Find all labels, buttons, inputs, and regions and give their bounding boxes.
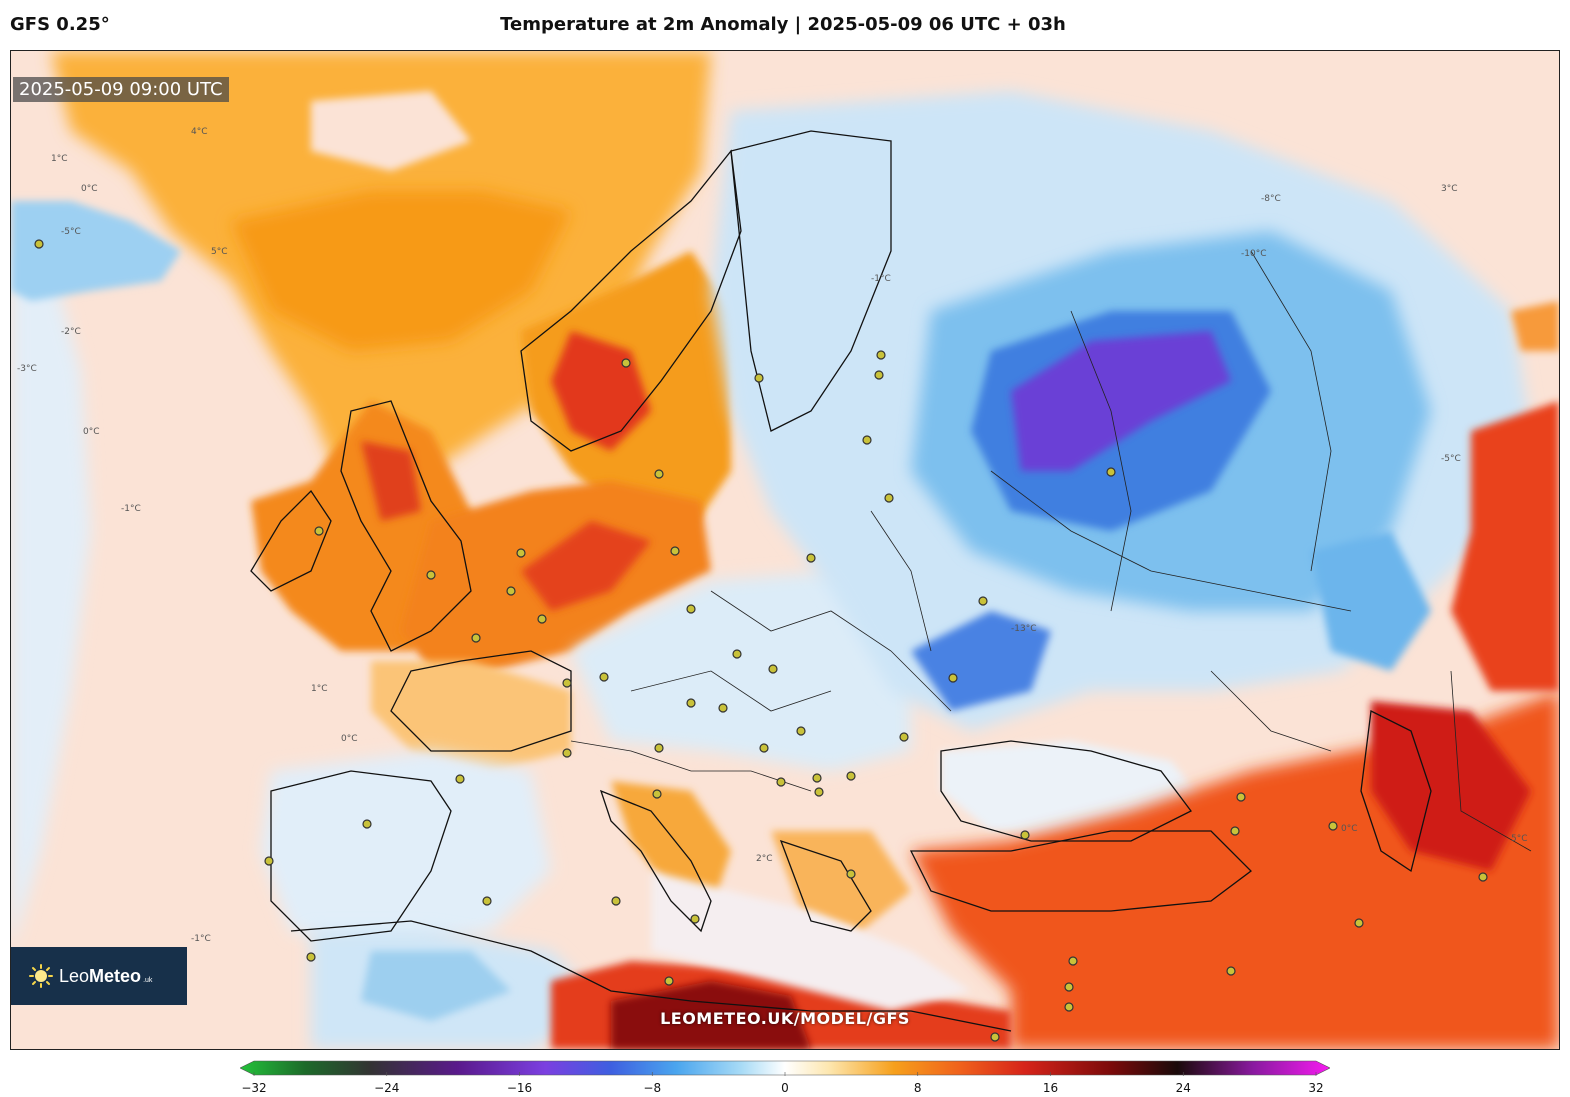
logo-wordmark: LeoMeteo [59, 966, 141, 987]
mediterranean-sea-area [651, 871, 971, 1011]
north-africa-coast [290, 920, 1012, 1032]
colorbar-tick-label: −32 [241, 1081, 267, 1095]
contour-label: -2°C [61, 327, 81, 337]
contour-label: 4°C [191, 127, 208, 137]
logo-prefix: Leo [59, 965, 90, 986]
iceland-cool-area [11, 201, 181, 301]
contour-label: -8°C [1261, 194, 1281, 204]
contour-label: 3°C [1441, 184, 1458, 194]
north-atlantic-warm-core [231, 191, 571, 351]
city-markers [34, 239, 1488, 1042]
leometeo-logo[interactable]: LeoMeteo .uk [11, 947, 187, 1005]
contour-label: -1°C [191, 934, 211, 944]
coastlines [250, 130, 1432, 1032]
contour-label: 0°C [81, 184, 98, 194]
contour-label: -3°C [17, 364, 37, 374]
great-britain-coast [340, 400, 472, 652]
contour-label: 0°C [1341, 824, 1358, 834]
sun-icon [29, 964, 53, 988]
contour-label: 5°C [1511, 834, 1528, 844]
colorbar-tick-label: 0 [781, 1081, 789, 1095]
contour-label: 0°C [83, 427, 100, 437]
contour-label: -5°C [61, 227, 81, 237]
colorbar-tick-label: 32 [1308, 1081, 1324, 1095]
valid-time-label: 2025-05-09 09:00 UTC [13, 77, 229, 102]
italy-warm-area [611, 781, 731, 911]
france-coast [390, 650, 572, 752]
logo-tld: .uk [143, 976, 153, 984]
contour-label: -1°C [121, 504, 141, 514]
ukraine-cold-spot [911, 611, 1051, 711]
colorbar-tick-label: −16 [506, 1081, 533, 1095]
model-label: GFS 0.25° [10, 14, 110, 35]
contour-label: 1°C [311, 684, 328, 694]
iberia-coast [270, 770, 452, 942]
contour-labels: 4°C 0°C 1°C -5°C 5°C -2°C -3°C 0°C -1°C … [17, 127, 1528, 944]
contour-label: -1°C [871, 274, 891, 284]
contour-label: 2°C [756, 854, 773, 864]
colorbar-tick-label: 16 [1042, 1081, 1059, 1095]
black-sea-coast [940, 740, 1192, 842]
atlas-cool-spot [361, 951, 511, 1021]
colorbar-tick-label: 24 [1175, 1081, 1191, 1095]
kazakhstan-hot-area [1451, 401, 1559, 691]
atlantic-cool-area [11, 251, 91, 951]
ireland-coast [250, 489, 332, 592]
country-borders [570, 250, 1532, 852]
anomaly-map: 4°C 0°C 1°C -5°C 5°C -2°C -3°C 0°C -1°C … [11, 51, 1559, 1049]
france-warm-area [371, 661, 571, 771]
contour-label: -13°C [1011, 624, 1036, 634]
norway-coast [520, 149, 742, 452]
chart-title: Temperature at 2m Anomaly | 2025-05-09 0… [500, 14, 1066, 35]
contour-label: -10°C [1241, 249, 1266, 259]
caspian-coast [1360, 710, 1432, 873]
scotland-hot-spot [361, 441, 421, 521]
colorbar-tick-label: −24 [374, 1081, 400, 1095]
northeast-warm-spot [1511, 301, 1559, 351]
atlantic-neutral-pocket [311, 91, 471, 171]
map-panel[interactable]: 4°C 0°C 1°C -5°C 5°C -2°C -3°C 0°C -1°C … [10, 50, 1560, 1050]
italy-coast [599, 789, 712, 933]
logo-bold: Meteo [89, 965, 142, 986]
central-europe-cool-area [571, 571, 911, 771]
contour-label: 0°C [341, 734, 358, 744]
greece-coast [779, 839, 872, 932]
contour-label: -5°C [1441, 454, 1461, 464]
sweden-finland-coast [730, 130, 892, 432]
libya-extreme-hot-spot [611, 981, 811, 1049]
volga-cold-area [1311, 531, 1431, 671]
russia-coldest-core [1011, 331, 1231, 471]
colorbar-tick-label: −8 [643, 1081, 662, 1095]
contour-label: 1°C [51, 154, 68, 164]
benelux-hot-spot [521, 521, 651, 611]
watermark-url: LEOMETEO.UK/MODEL/GFS [660, 1009, 910, 1028]
colorbar-tick-label: 8 [913, 1081, 922, 1095]
contour-label: 5°C [211, 247, 228, 257]
iberia-cool-area [261, 751, 551, 951]
colorbar [240, 1060, 1330, 1076]
turkey-coast [909, 830, 1252, 912]
